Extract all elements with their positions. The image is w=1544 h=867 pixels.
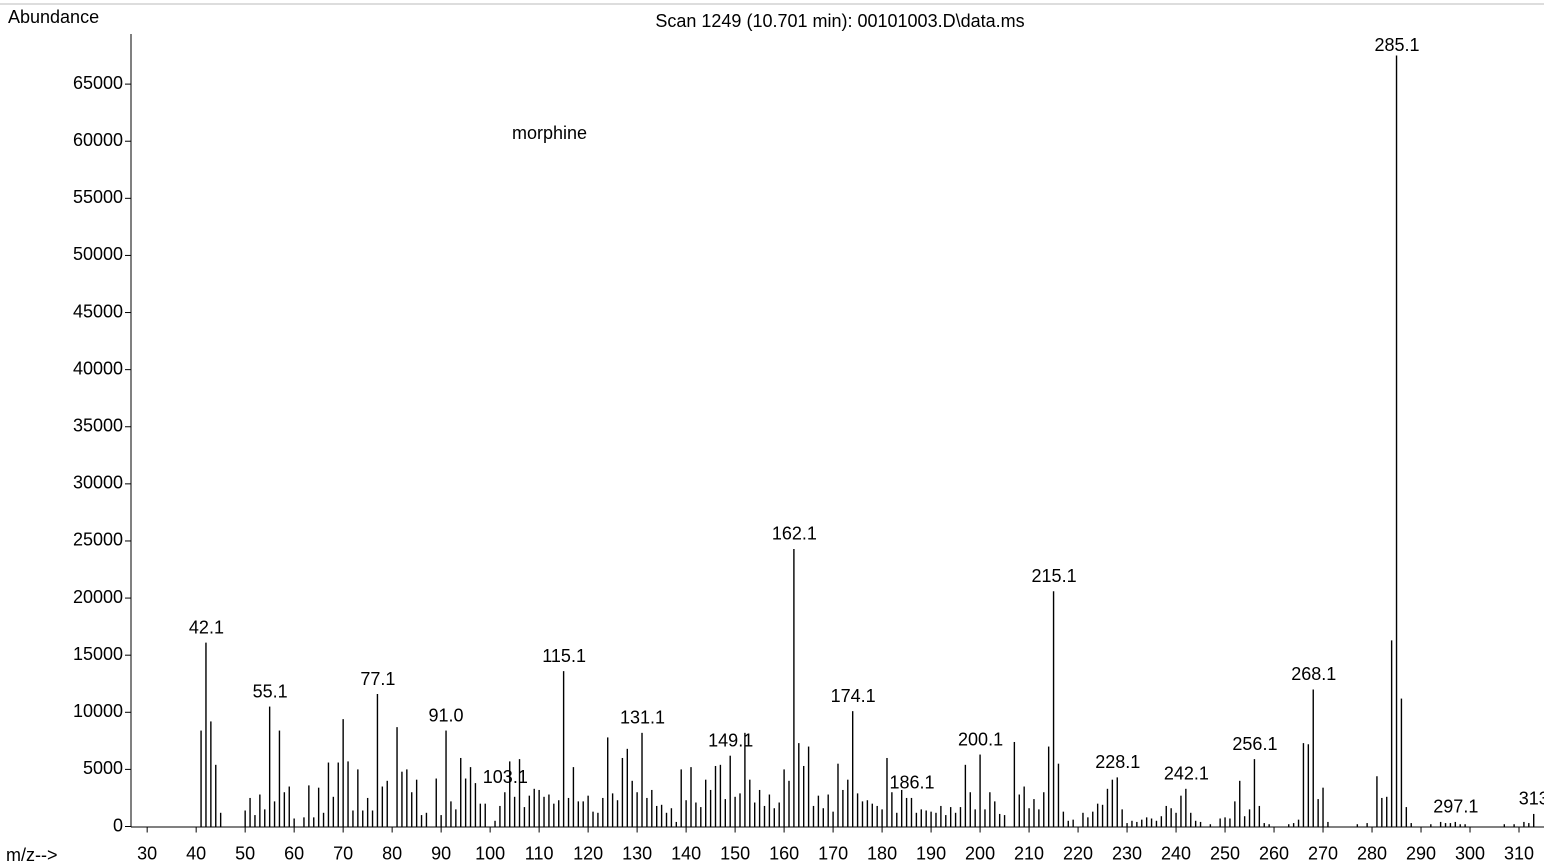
peak-label: 55.1 [253, 681, 288, 701]
y-tick-label: 15000 [73, 644, 123, 664]
y-axis-label: Abundance [8, 7, 99, 27]
y-tick-label: 0 [113, 815, 123, 835]
x-tick-label: 30 [137, 843, 157, 863]
x-tick-label: 50 [235, 843, 255, 863]
chart-title: Scan 1249 (10.701 min): 00101003.D\data.… [655, 11, 1024, 31]
peak-label: 162.1 [772, 524, 817, 544]
y-tick-label: 40000 [73, 358, 123, 378]
peak-label: 242.1 [1164, 764, 1209, 784]
peak-label: 186.1 [889, 773, 934, 793]
y-tick-label: 50000 [73, 244, 123, 264]
annotation: morphine [512, 123, 587, 143]
peak-label: 228.1 [1095, 752, 1140, 772]
y-tick-label: 25000 [73, 530, 123, 550]
peak-label: 313 [1519, 789, 1544, 809]
x-tick-label: 80 [382, 843, 402, 863]
peak-label: 131.1 [620, 708, 665, 728]
x-tick-label: 40 [186, 843, 206, 863]
x-tick-label: 230 [1112, 843, 1142, 863]
x-tick-label: 270 [1308, 843, 1338, 863]
peak-label: 103.1 [483, 767, 528, 787]
x-tick-label: 180 [867, 843, 897, 863]
peak-label: 91.0 [429, 705, 464, 725]
x-tick-label: 300 [1455, 843, 1485, 863]
x-tick-label: 170 [818, 843, 848, 863]
x-tick-label: 130 [622, 843, 652, 863]
x-tick-label: 240 [1161, 843, 1191, 863]
x-tick-label: 210 [1014, 843, 1044, 863]
peak-label: 115.1 [542, 646, 586, 666]
peak-label: 268.1 [1291, 664, 1336, 684]
x-tick-label: 140 [671, 843, 701, 863]
y-tick-label: 30000 [73, 473, 123, 493]
x-tick-label: 220 [1063, 843, 1093, 863]
y-tick-label: 65000 [73, 73, 123, 93]
x-tick-label: 90 [431, 843, 451, 863]
x-tick-label: 120 [573, 843, 603, 863]
y-tick-label: 5000 [83, 758, 123, 778]
y-tick-label: 20000 [73, 587, 123, 607]
peak-label: 149.1 [708, 730, 753, 750]
peak-label: 42.1 [189, 617, 224, 637]
peak-label: 256.1 [1232, 734, 1277, 754]
x-tick-label: 200 [965, 843, 995, 863]
peak-label: 77.1 [360, 669, 395, 689]
y-tick-label: 35000 [73, 416, 123, 436]
x-tick-label: 100 [475, 843, 505, 863]
peak-label: 215.1 [1032, 566, 1077, 586]
x-tick-label: 260 [1259, 843, 1289, 863]
x-tick-label: 190 [916, 843, 946, 863]
y-tick-label: 10000 [73, 701, 123, 721]
peak-label: 285.1 [1374, 35, 1419, 55]
x-tick-label: 150 [720, 843, 750, 863]
peak-label: 200.1 [958, 729, 1003, 749]
y-tick-label: 45000 [73, 301, 123, 321]
peak-label: 174.1 [831, 686, 876, 706]
x-tick-label: 290 [1406, 843, 1436, 863]
x-axis-label: m/z--> [6, 845, 58, 865]
y-tick-label: 60000 [73, 130, 123, 150]
x-tick-label: 110 [525, 843, 554, 863]
x-tick-label: 60 [284, 843, 304, 863]
x-tick-label: 70 [333, 843, 353, 863]
x-tick-label: 160 [769, 843, 799, 863]
x-tick-label: 280 [1357, 843, 1387, 863]
peak-label: 297.1 [1433, 797, 1478, 817]
x-tick-label: 310 [1504, 843, 1534, 863]
y-tick-label: 55000 [73, 187, 123, 207]
x-tick-label: 250 [1210, 843, 1240, 863]
